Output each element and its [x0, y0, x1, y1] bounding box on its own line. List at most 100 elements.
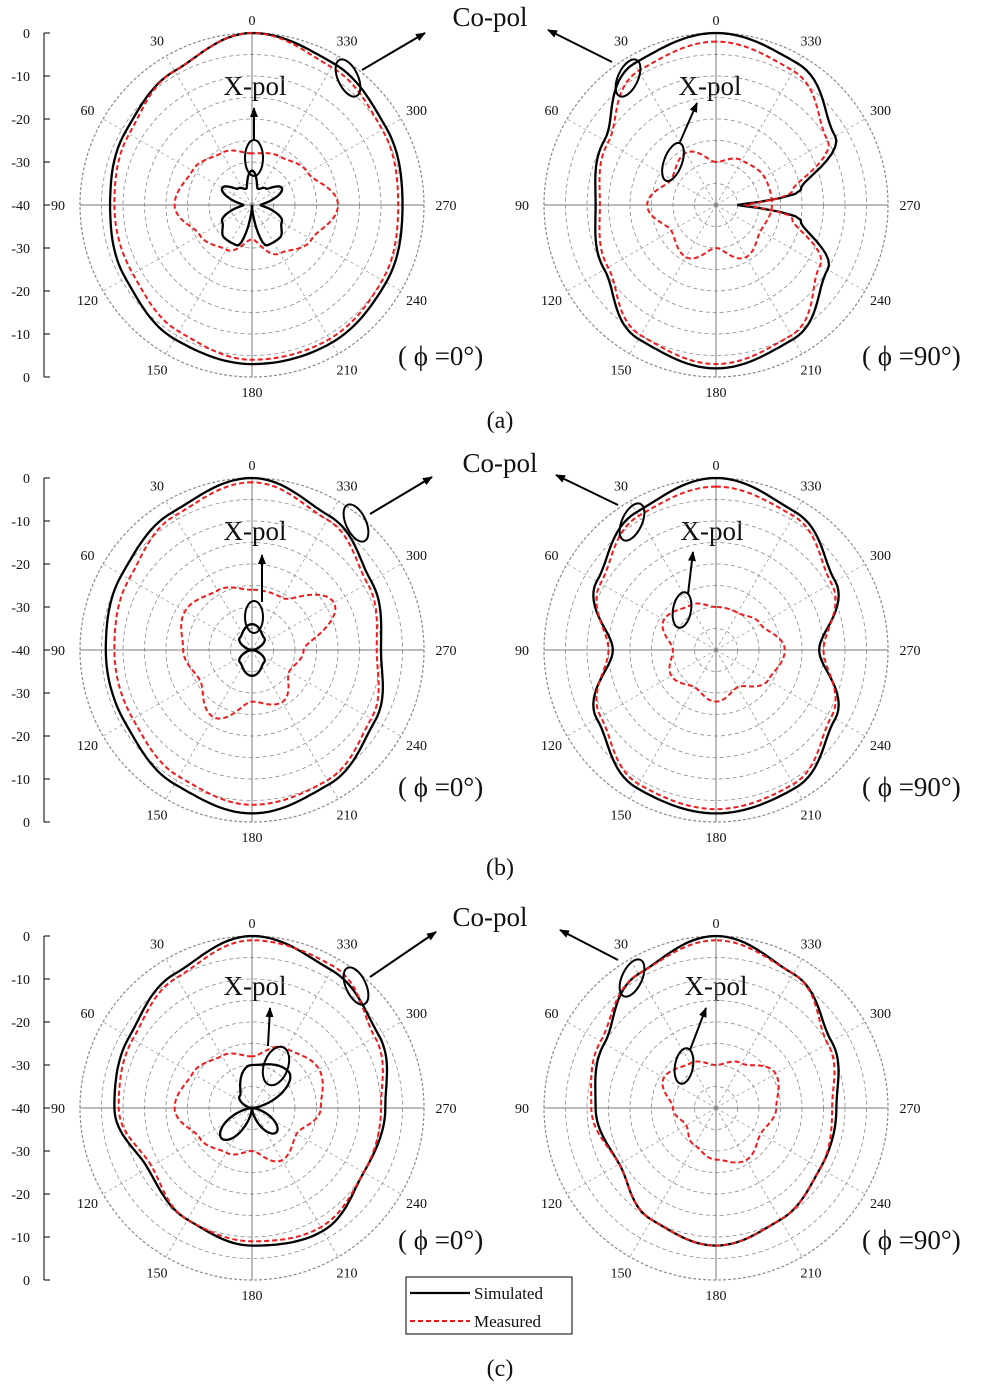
db-axis-label: -20 [11, 113, 30, 128]
pol-marker-ellipse [661, 141, 685, 183]
grid-spoke [566, 649, 717, 737]
db-axis-label: -20 [11, 558, 30, 573]
series-measured-xpol [173, 1045, 324, 1163]
series-measured-xpol [646, 150, 773, 260]
db-axis-label: -30 [11, 687, 30, 702]
db-axis-label: -40 [11, 199, 30, 214]
caption-b: (b) [486, 855, 514, 881]
series-measured-xpol [173, 149, 340, 256]
grid-spoke [715, 1107, 866, 1195]
copol-annotation-b: Co-pol [462, 448, 537, 478]
copol-annotation-c: Co-pol [452, 902, 527, 932]
angle-label-330: 330 [337, 34, 358, 49]
grid-spoke [629, 958, 717, 1109]
pol-marker-ellipse [334, 58, 362, 98]
series-measured-copol [595, 485, 837, 811]
grid-spoke [715, 204, 803, 355]
polar-plot-4: 0 30 60 90 120 150 180 210 240 270 300 330 [515, 459, 921, 846]
db-axis-label: 0 [23, 816, 30, 831]
grid-spoke [251, 204, 339, 355]
pol-marker-arrow [369, 931, 437, 978]
angle-label-60: 60 [544, 549, 558, 564]
grid-spoke [251, 1107, 402, 1195]
grid-spoke [566, 204, 717, 292]
db-axis-label: 0 [23, 930, 30, 945]
pol-marker-arrow [679, 102, 698, 143]
angle-label-150: 150 [147, 1267, 168, 1282]
angle-label-210: 210 [337, 364, 358, 379]
angle-label-300: 300 [870, 104, 891, 119]
grid-spoke [102, 1021, 253, 1109]
angle-label-120: 120 [77, 739, 98, 754]
phi0-label-a: ( ϕ =0°) [398, 341, 483, 371]
db-axis-row-1: 0 -10 -20 -30 -40 -30 -20 -10 0 [11, 27, 50, 386]
angle-label-0: 0 [249, 459, 256, 474]
pol-marker-ellipse [342, 966, 370, 1006]
angle-label-120: 120 [541, 739, 562, 754]
series-measured-copol [117, 939, 384, 1243]
grid-spoke [251, 649, 339, 800]
db-axis-label: -10 [11, 70, 30, 85]
grid-spoke [629, 649, 717, 800]
db-axis-label: -40 [11, 644, 30, 659]
db-axis-label: -30 [11, 1059, 30, 1074]
pol-marker-arrow [265, 1007, 274, 1047]
angle-label-210: 210 [337, 809, 358, 824]
pol-marker-ellipse [342, 503, 370, 543]
pol-marker-ellipse [673, 1047, 695, 1085]
angle-label-180: 180 [706, 386, 727, 401]
db-axis-label: 0 [23, 27, 30, 42]
db-axis-label: -30 [11, 242, 30, 257]
legend: Simulated Measured [405, 1276, 573, 1335]
grid-spoke [629, 55, 717, 206]
angle-label-0: 0 [713, 917, 720, 932]
grid-spoke [165, 500, 253, 651]
angle-label-240: 240 [406, 739, 427, 754]
grid-spoke [165, 649, 253, 800]
pol-marker-arrow [689, 1007, 707, 1051]
angle-label-240: 240 [870, 739, 891, 754]
grid-spoke [715, 649, 866, 737]
angle-label-90: 90 [51, 199, 65, 214]
grid-spoke [251, 118, 402, 206]
angle-label-240: 240 [870, 294, 891, 309]
angle-label-30: 30 [150, 937, 164, 952]
angle-label-150: 150 [147, 364, 168, 379]
angle-label-150: 150 [611, 1267, 632, 1282]
angle-label-60: 60 [544, 1007, 558, 1022]
grid-spoke [251, 649, 402, 737]
phi90-label-a: ( ϕ =90°) [862, 341, 961, 371]
db-axis-label: -30 [11, 156, 30, 171]
grid-spoke [102, 204, 253, 292]
polar-plots: 0 -10 -20 -30 -40 -30 -20 -10 0 0 -10 -20 -30 -40 -30 -… [11, 14, 920, 1304]
db-axis-label: 0 [23, 1274, 30, 1289]
pol-marker-arrow [687, 551, 696, 595]
xpol-annotation-c-left: X-pol [224, 971, 287, 1001]
series-simulated-copol [594, 31, 838, 370]
angle-label-150: 150 [611, 809, 632, 824]
xpol-annotation-a-right: X-pol [679, 71, 742, 101]
angle-label-30: 30 [614, 937, 628, 952]
db-axis-label: -20 [11, 730, 30, 745]
angle-label-270: 270 [900, 199, 921, 214]
grid-spoke [715, 55, 803, 206]
angle-label-270: 270 [900, 644, 921, 659]
series-simulated-copol [108, 31, 404, 366]
angle-label-180: 180 [242, 386, 263, 401]
grid-spoke [251, 1107, 339, 1258]
grid-spoke [715, 958, 803, 1109]
pol-marker-arrow [559, 929, 619, 961]
db-axis-label: -10 [11, 515, 30, 530]
angle-label-60: 60 [80, 1007, 94, 1022]
grid-spoke [102, 649, 253, 737]
db-axis-row-2: 0 -10 -20 -30 -40 -30 -20 -10 0 [11, 472, 50, 831]
pol-marker-ellipse [261, 1045, 291, 1087]
copol-annotation-a: Co-pol [452, 2, 527, 32]
angle-label-60: 60 [80, 104, 94, 119]
db-axis-label: -10 [11, 973, 30, 988]
pol-marker-ellipse [671, 591, 693, 629]
angle-label-150: 150 [147, 809, 168, 824]
grid-spoke [102, 118, 253, 206]
grid-spoke [251, 563, 402, 651]
db-axis-label: -30 [11, 1145, 30, 1160]
